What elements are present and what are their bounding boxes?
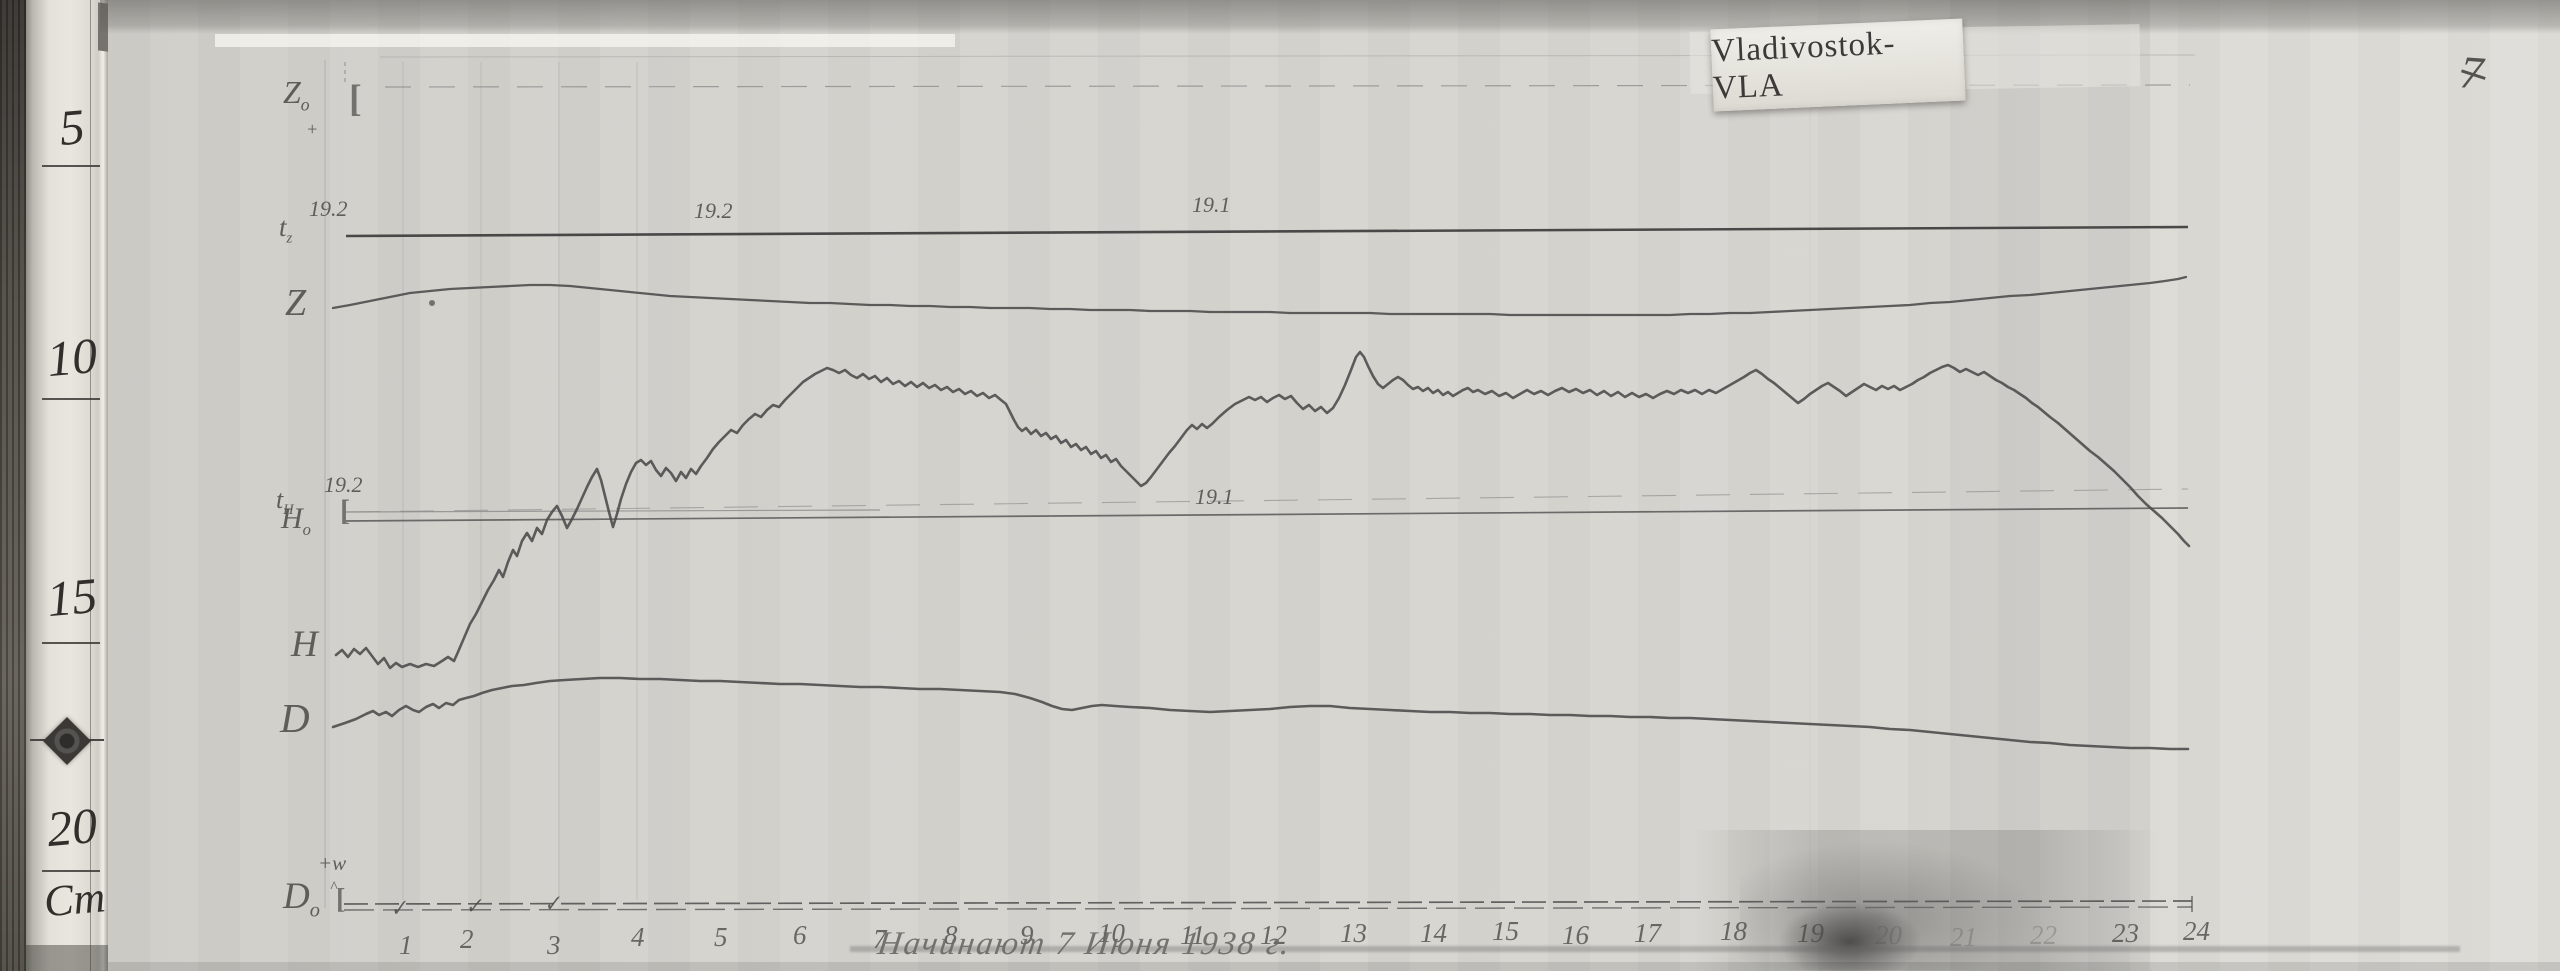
paper-bottom-edge [108,962,2560,971]
tZ-baseline [345,225,2189,238]
tH-baseline-start [345,509,881,513]
H0-baseline [345,507,2189,522]
hour-axis-lower [343,906,2193,911]
ink-blotch [1780,903,1920,971]
trace-Z [331,275,2188,317]
paper-top-edge-highlight [215,34,955,47]
wood-table-strip [0,0,26,971]
ruler-edge-line [90,0,91,971]
cm-ruler: 5 10 15 20 Cm [26,0,122,971]
station-label: Vladivostok-VLA [1710,18,1966,112]
ruler-division-line [42,642,100,644]
ruler-bottom-shadow [26,945,108,971]
photo-shadow-band [1950,0,2150,971]
ink-dot [429,300,435,306]
trace-D [331,676,2190,751]
photo-banding [108,0,2560,971]
hour-axis-upper [343,900,2193,905]
tH-baseline [345,488,2189,513]
ruler-division-line [42,398,100,400]
photographed-paper [108,0,2560,971]
ruler-division-line [42,870,100,872]
page-number: 7 [2458,46,2485,99]
trace-H [334,350,2191,670]
paper-top-edge-shadow [100,0,2560,34]
date-caption: Начинают 7 Июня 1938 г. [875,926,1294,962]
bottom-streak-line [850,946,2460,952]
ruler-division-line [42,165,100,167]
